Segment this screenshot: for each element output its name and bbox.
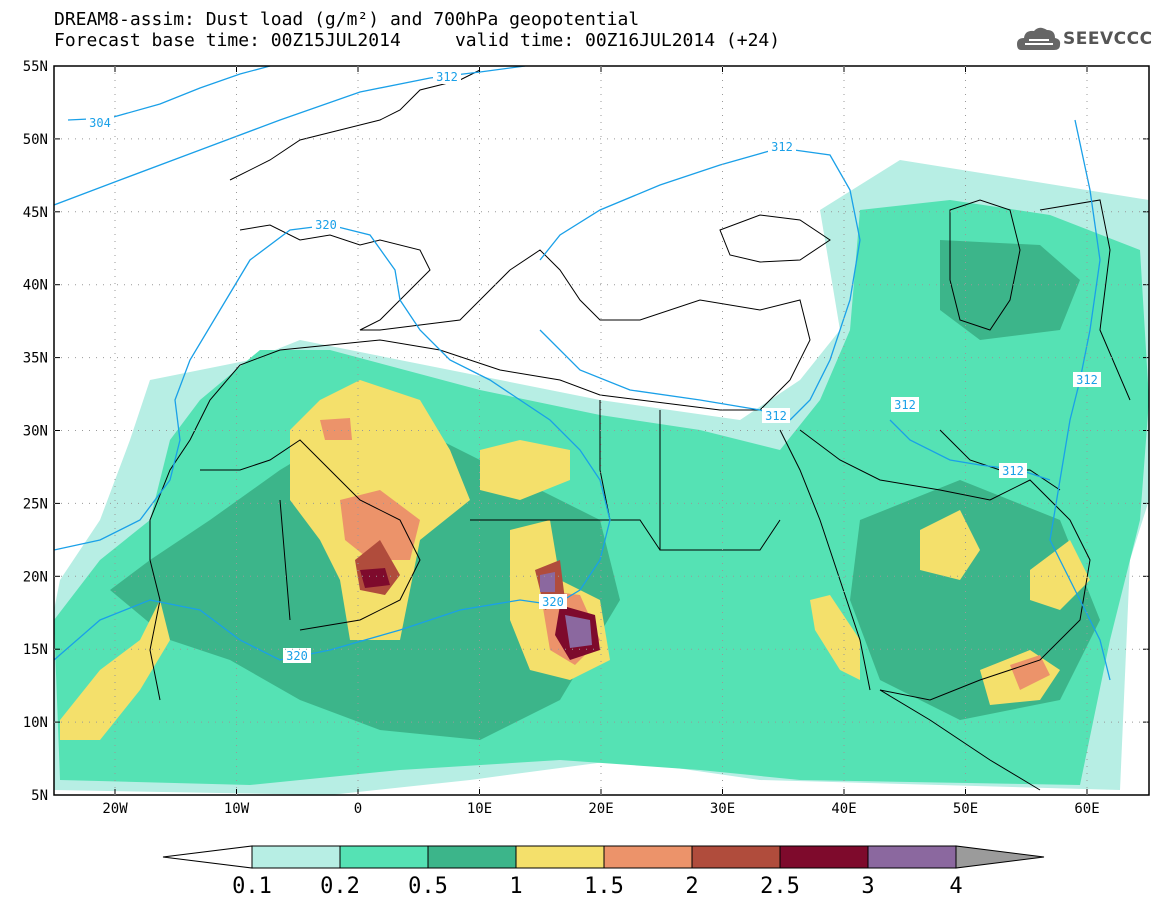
contour-label-bg [433,69,461,84]
contour-312-far-east [1049,119,1111,681]
border-2 [279,499,291,621]
colorbar-swatch [251,845,341,869]
contour-312-east [539,147,861,421]
map-title: DREAM8-assim: Dust load (g/m²) and 700hP… [54,9,640,30]
lon-label: 0 [354,801,362,817]
colorbar-level-label: 1.5 [584,874,624,899]
contour-label-bg [762,408,790,423]
dust-region-07 [480,440,570,500]
lon-label: 60E [1074,801,1099,817]
contour-label-bg [768,139,796,154]
dust-region-21 [360,568,390,588]
colorbar-level-label: 4 [949,874,962,899]
dust-region-12 [60,600,170,740]
lat-label: 25N [23,496,48,512]
contour-label: 320 [542,595,564,609]
colorbar-level-label: 1 [509,874,522,899]
coastline-horn-africa [879,689,1041,791]
map-subtitle: Forecast base time: 00Z15JUL2014 valid t… [54,30,781,51]
lat-label: 35N [23,351,48,367]
colorbar-under-arrow [162,845,253,869]
lat-label: 30N [23,424,48,440]
colorbar-level-label: 0.5 [408,874,448,899]
colorbar-swatch [779,845,869,869]
contour-label: 320 [315,218,337,232]
contour-label-bg [86,115,114,130]
contour-label: 312 [771,140,793,154]
contour-label-bg [283,648,311,663]
coastline-caspian [949,199,1021,331]
contour-label-bg [539,594,567,609]
colorbar-level-label: 0.1 [232,874,272,899]
dust-region-22 [565,615,592,648]
colorbar [162,845,1045,869]
colorbar-swatch [427,845,517,869]
contour-label: 312 [1076,373,1098,387]
dust-region-23 [540,572,555,592]
dust-region-13 [1030,540,1090,610]
dust-region-09 [810,595,860,680]
contour-label: 312 [1002,464,1024,478]
colorbar-level-label: 2.5 [760,874,800,899]
lat-label: 55N [23,59,48,75]
lon-label: 20W [102,801,128,817]
lat-label: 5N [31,788,48,804]
colorbar-over-arrow [955,845,1045,869]
contour-label-bg [999,463,1027,478]
contour-label: 312 [894,398,916,412]
contour-label: 320 [286,649,308,663]
coastline-arabia [799,429,1091,701]
coastline-red-sea [779,429,871,691]
colorbar-swatch [515,845,605,869]
contour-320 [54,224,611,606]
lat-label: 20N [23,569,48,585]
logo-text: SEEVCCC [1063,29,1153,49]
dust-region-10 [920,510,980,580]
lat-label: 40N [23,278,48,294]
lat-label: 50N [23,132,48,148]
lat-label: 15N [23,642,48,658]
lat-label: 10N [23,715,48,731]
contour-label: 312 [765,409,787,423]
contour-label-bg [312,217,340,232]
coastline-black-sea [719,214,831,263]
border-4 [599,400,611,521]
border-3 [470,519,661,551]
border-east [1039,199,1131,401]
dust-region-15 [320,418,352,440]
contour-304 [67,66,271,121]
coastline-europe [149,224,811,701]
colorbar-swatch [867,845,957,869]
contour-320-south [54,599,556,661]
colorbar-level-label: 2 [685,874,698,899]
cloud-logo-icon [1017,27,1061,50]
dust-region-14 [340,490,420,560]
lon-label: 20E [588,801,613,817]
colorbar-level-label: 0.2 [320,874,360,899]
dust-region-04 [940,240,1080,340]
lon-label: 30E [710,801,735,817]
contour-312-north [54,66,526,206]
colorbar-swatch [691,845,781,869]
colorbar-level-label: 3 [861,874,874,899]
dust-region-17 [1010,655,1050,690]
contour-label-bg [1073,372,1101,387]
border-1 [200,439,421,631]
lon-label: 40E [831,801,856,817]
lon-label: 10E [467,801,492,817]
colorbar-swatch [339,845,429,869]
lat-label: 45N [23,205,48,221]
contour-label: 304 [89,116,111,130]
contour-label: 312 [436,70,458,84]
lon-label: 50E [953,801,978,817]
border-5 [659,410,781,551]
contour-label-bg [891,397,919,412]
dust-map: 304 312 312 320 320 320 312 312 312 312 [54,66,1149,795]
lon-label: 10W [224,801,250,817]
colorbar-swatch [603,845,693,869]
